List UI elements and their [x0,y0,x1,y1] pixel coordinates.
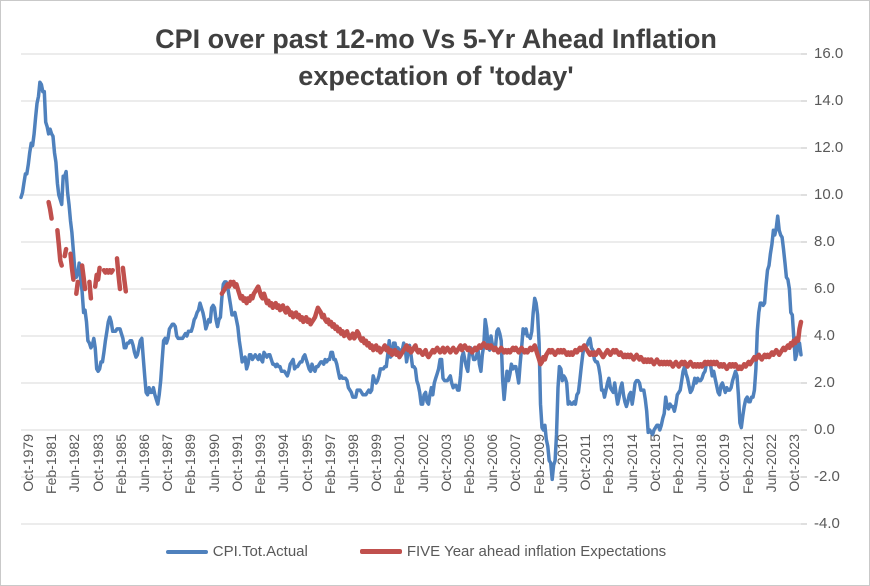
x-axis-label: Jun-2006 [484,434,501,493]
y-axis-label: 12.0 [814,139,844,156]
y-axis-label: 14.0 [814,92,844,109]
x-axis-label: Oct-1999 [368,434,385,492]
x-axis-label: Oct-1979 [20,434,36,492]
y-axis-label: 16.0 [814,45,844,62]
x-axis-label: Oct-2015 [646,434,663,492]
y-axis-label: 8.0 [814,233,835,250]
x-axis-label: Jun-2022 [762,434,779,493]
x-axis-label: Jun-1998 [344,434,361,493]
x-axis-label: Oct-1983 [89,434,106,492]
x-axis-label: Jun-2014 [623,434,640,493]
y-axis-label: -4.0 [814,515,840,532]
x-axis-label: Oct-2019 [716,434,733,492]
x-axis-label: Jun-1982 [66,434,83,493]
x-axis-label: Feb-1981 [43,434,60,494]
x-axis-label: Jun-1986 [136,434,153,493]
y-axis-label: 0.0 [814,421,835,438]
y-axis-label: 2.0 [814,374,835,391]
x-axis-label: Jun-1994 [275,434,292,493]
x-axis-label: Oct-2007 [507,434,524,492]
chart-title-line2: expectation of 'today' [298,61,574,91]
x-axis-label: Feb-2017 [669,434,686,494]
x-axis-label: Feb-1989 [182,434,199,494]
chart-title-line1: CPI over past 12-mo Vs 5-Yr Ahead Inflat… [155,24,717,54]
x-axis-label: Feb-1993 [252,434,269,494]
x-axis-label: Oct-2023 [786,434,802,492]
x-axis-label: Feb-1997 [321,434,338,494]
x-axis-label: Jun-1990 [205,434,222,493]
y-axis-label: 10.0 [814,186,844,203]
legend: CPI.Tot.Actual FIVE Year ahead inflation… [1,543,831,560]
x-axis-label: Oct-1995 [298,434,315,492]
x-axis-label: Feb-2001 [391,434,408,494]
legend-item-cpi: CPI.Tot.Actual [165,543,308,560]
x-axis-label: Feb-2021 [739,434,756,494]
y-axis-label: -2.0 [814,468,840,485]
x-axis-label: Feb-1985 [112,434,129,494]
cpi-line-swatch [165,549,208,554]
x-axis-label: Oct-2003 [437,434,454,492]
x-axis-label: Jun-2002 [414,434,431,493]
legend-label-expectations: FIVE Year ahead inflation Expectations [406,543,667,560]
y-axis-label: 4.0 [814,327,835,344]
x-axis-label: Feb-2005 [461,434,478,494]
expectations-line-swatch [359,549,402,554]
chart-title: CPI over past 12-mo Vs 5-Yr Ahead Inflat… [31,21,841,95]
x-axis-label: Feb-2009 [530,434,547,494]
legend-label-cpi: CPI.Tot.Actual [212,543,308,560]
x-axis-label: Feb-2013 [600,434,617,494]
legend-item-expectations: FIVE Year ahead inflation Expectations [359,543,667,560]
x-axis-label: Jun-2018 [693,434,710,493]
x-axis-label: Oct-2011 [577,434,594,491]
x-axis-label: Oct-1991 [228,434,245,492]
y-axis-label: 6.0 [814,280,835,297]
x-axis-label: Oct-1987 [159,434,176,492]
x-axis-label: Jun-2010 [553,434,570,493]
